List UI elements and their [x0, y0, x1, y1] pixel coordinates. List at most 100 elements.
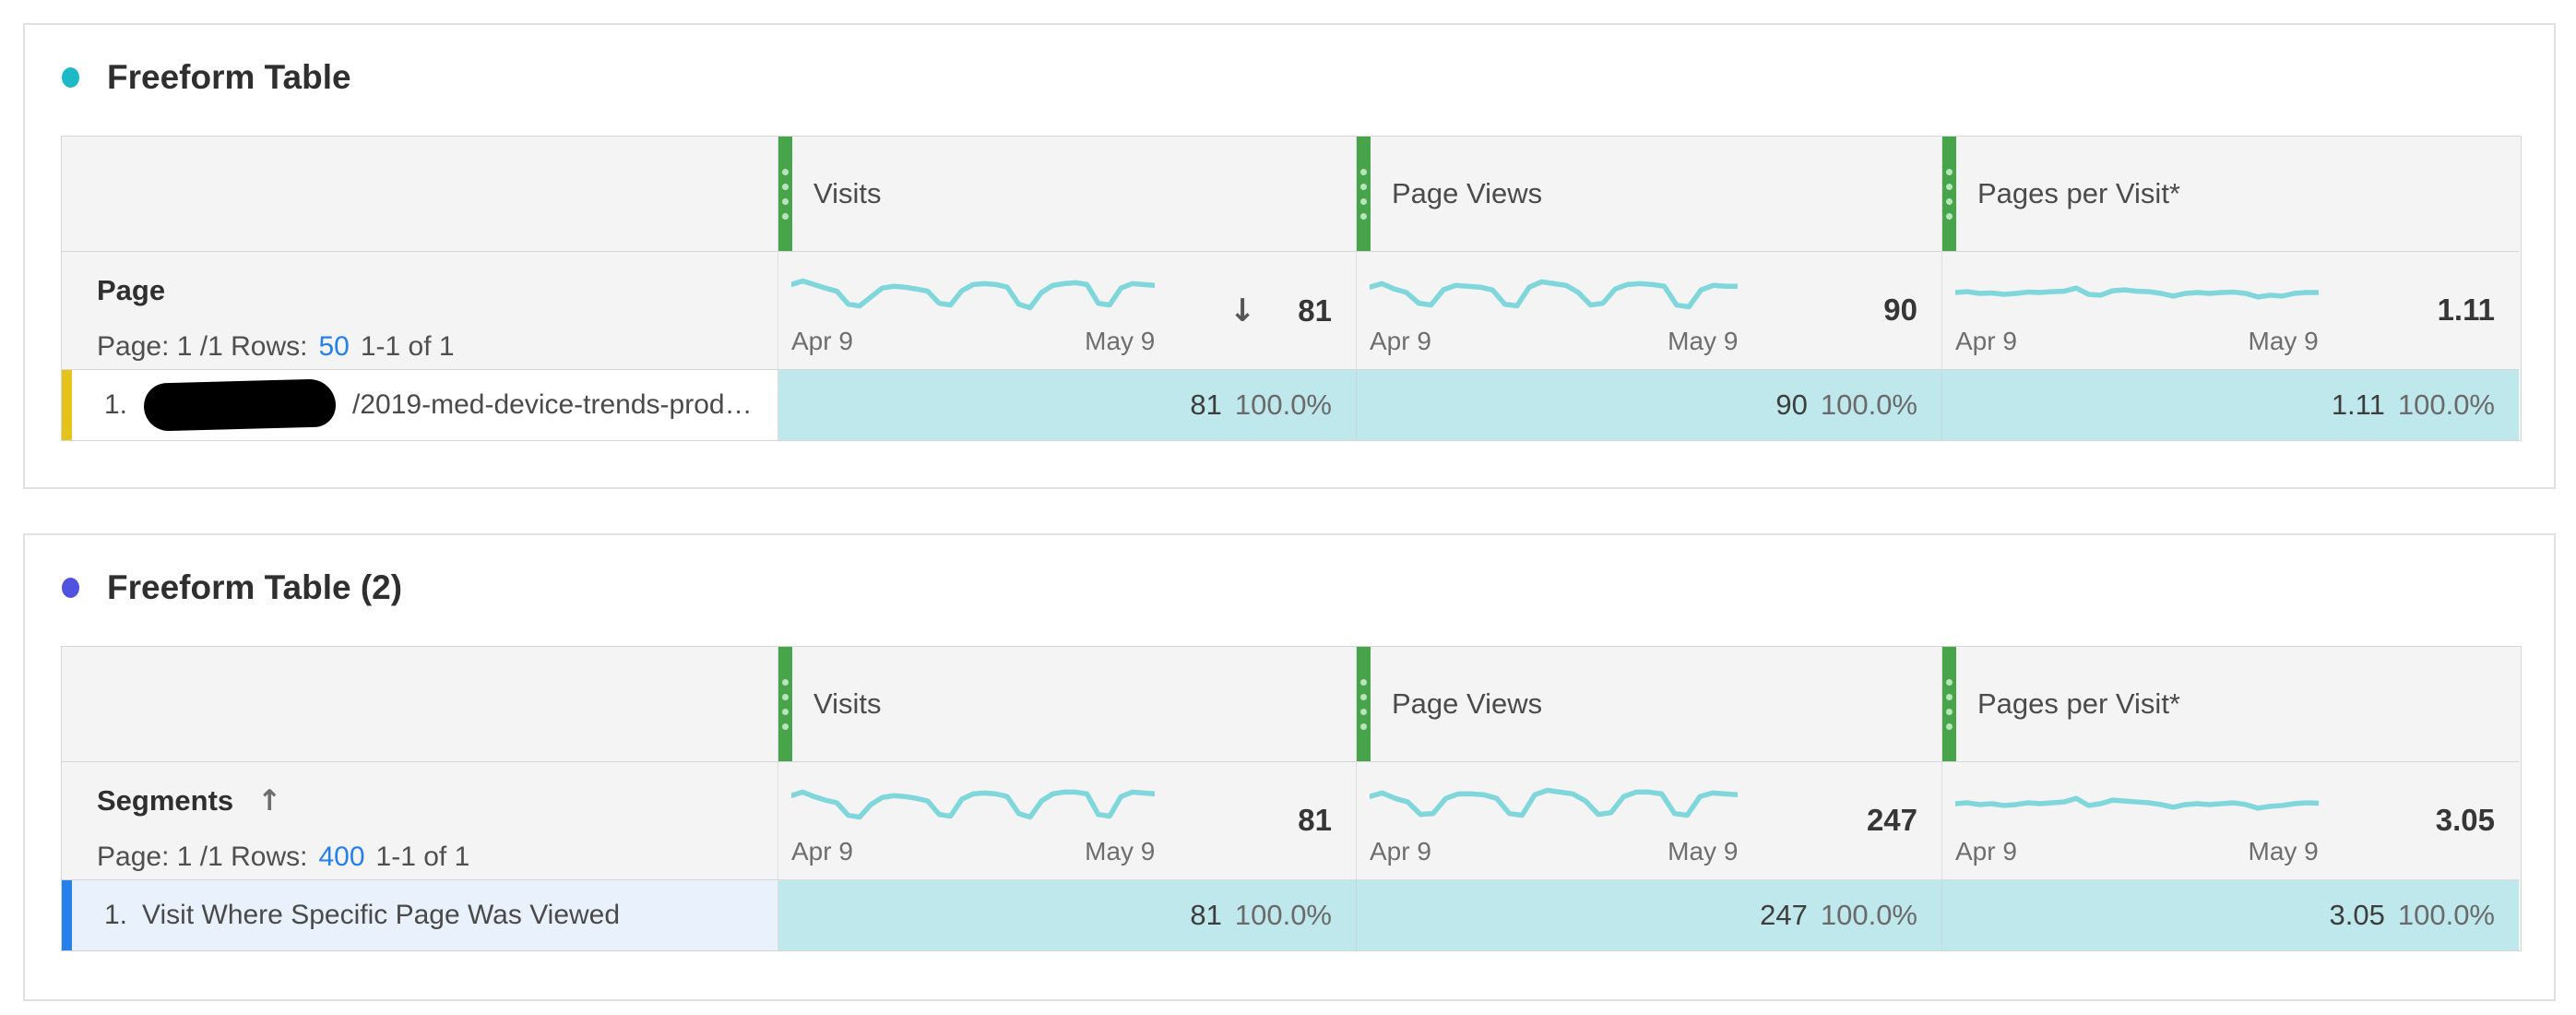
dimension-header-cell[interactable]: Page Page: 1 /1 Rows: 50 1-1 of 1 — [62, 252, 778, 370]
column-drag-handle-icon[interactable] — [1942, 137, 1956, 251]
metric-summary-pages-per-visit[interactable]: Apr 9 May 9 3.05 — [1942, 762, 2519, 880]
column-drag-handle-icon[interactable] — [778, 647, 792, 761]
metric-summary-pages-per-visit[interactable]: Apr 9 May 9 1.11 — [1942, 252, 2519, 370]
cell-value: 3.05 — [2329, 899, 2385, 931]
sort-descending-icon[interactable]: ↓ — [1229, 293, 1256, 329]
dimension-name[interactable]: Segments — [97, 784, 234, 817]
date-start: Apr 9 — [1370, 327, 1431, 355]
panel-title: Freeform Table — [107, 58, 351, 96]
freeform-table-2: Visits Page Views Pages per Visit* Segme… — [61, 646, 2522, 951]
pagination-text: Page: 1 /1 Rows: — [97, 331, 308, 362]
cell-visits-value[interactable]: 81 100.0% — [778, 370, 1357, 440]
date-start: Apr 9 — [1370, 837, 1431, 866]
cell-value: 81 — [1190, 388, 1222, 421]
metric-total: 247 — [1866, 803, 1917, 837]
pagination-range: 1-1 of 1 — [375, 842, 470, 872]
table-row-label-page[interactable]: 1. /2019-med-device-trends-prod… — [62, 370, 778, 440]
panel-color-dot-icon — [62, 67, 79, 88]
sparkline-date-range: Apr 9 May 9 — [1955, 327, 2319, 356]
column-header-page-views[interactable]: Page Views — [1357, 137, 1942, 252]
row-label[interactable]: Visit Where Specific Page Was Viewed — [142, 900, 621, 930]
date-start: Apr 9 — [1955, 837, 2017, 866]
visits-sparkline — [791, 267, 1155, 320]
dimension-sort-arrow-icon[interactable]: ↑ — [257, 784, 282, 818]
cell-percent: 100.0% — [1234, 388, 1332, 421]
metric-total: 90 — [1883, 293, 1917, 327]
freeform-table-1: Visits Page Views Pages per Visit* Page … — [61, 136, 2522, 441]
cell-percent: 100.0% — [2397, 388, 2495, 421]
cell-page-views-value[interactable]: 90 100.0% — [1357, 370, 1942, 440]
column-header-page-views[interactable]: Page Views — [1357, 647, 1942, 762]
rows-per-page-link[interactable]: 50 — [318, 331, 350, 362]
panel-color-dot-icon — [62, 578, 79, 598]
pagination-text: Page: 1 /1 Rows: — [97, 842, 308, 872]
metric-summary-visits[interactable]: Apr 9 May 9 81 — [778, 762, 1357, 880]
metric-total: 81 — [1298, 803, 1332, 837]
row-rank: 1. — [104, 389, 128, 420]
sparkline-date-range: Apr 9 May 9 — [1370, 327, 1738, 356]
pagination-controls: Page: 1 /1 Rows: 50 1-1 of 1 — [97, 331, 778, 363]
column-header-label: Pages per Visit* — [1977, 687, 2180, 720]
cell-visits-value[interactable]: 81 100.0% — [778, 880, 1357, 950]
row-label[interactable]: /2019-med-device-trends-prod… — [352, 389, 753, 420]
panel-title: Freeform Table (2) — [107, 568, 403, 606]
column-drag-handle-icon[interactable] — [1942, 647, 1956, 761]
cell-value: 1.11 — [2331, 388, 2385, 421]
header-corner-cell — [62, 647, 778, 762]
date-start: Apr 9 — [1955, 327, 2017, 355]
page-views-sparkline — [1370, 777, 1738, 830]
dimension-header-cell[interactable]: Segments ↑ Page: 1 /1 Rows: 400 1-1 of 1 — [62, 762, 778, 880]
cell-percent: 100.0% — [1234, 899, 1332, 931]
date-end: May 9 — [1668, 837, 1739, 866]
cell-percent: 100.0% — [1820, 899, 1917, 931]
date-end: May 9 — [2248, 327, 2319, 355]
visits-sparkline — [791, 777, 1155, 830]
page-views-sparkline — [1370, 267, 1738, 320]
date-start: Apr 9 — [791, 837, 853, 866]
cell-value: 81 — [1190, 899, 1222, 931]
column-header-label: Page Views — [1392, 687, 1543, 720]
pagination-range: 1-1 of 1 — [360, 331, 455, 362]
row-rank: 1. — [104, 900, 128, 930]
metric-summary-page-views[interactable]: Apr 9 May 9 90 — [1357, 252, 1942, 370]
panel-1-title-row: Freeform Table — [62, 58, 351, 97]
row-accent-bar — [62, 880, 72, 950]
sparkline-date-range: Apr 9 May 9 — [791, 837, 1155, 866]
date-start: Apr 9 — [791, 327, 853, 355]
column-header-label: Pages per Visit* — [1977, 177, 2180, 209]
dimension-name[interactable]: Page — [97, 274, 166, 306]
column-drag-handle-icon[interactable] — [1357, 137, 1371, 251]
freeform-table-panel-1: Freeform Table Visits Page Views Pages p… — [23, 23, 2556, 489]
metric-summary-visits[interactable]: Apr 9 May 9 ↓ 81 — [778, 252, 1357, 370]
table-row-label-segment[interactable]: 1. Visit Where Specific Page Was Viewed — [62, 880, 778, 950]
cell-pages-per-visit-value[interactable]: 1.11 100.0% — [1942, 370, 2519, 440]
column-drag-handle-icon[interactable] — [1357, 647, 1371, 761]
column-header-visits[interactable]: Visits — [778, 137, 1357, 252]
metric-summary-page-views[interactable]: Apr 9 May 9 247 — [1357, 762, 1942, 880]
sparkline-date-range: Apr 9 May 9 — [791, 327, 1155, 356]
row-accent-bar — [62, 370, 72, 440]
sparkline-date-range: Apr 9 May 9 — [1955, 837, 2319, 866]
date-end: May 9 — [2248, 837, 2319, 866]
sparkline-date-range: Apr 9 May 9 — [1370, 837, 1738, 866]
column-header-pages-per-visit[interactable]: Pages per Visit* — [1942, 647, 2519, 762]
cell-pages-per-visit-value[interactable]: 3.05 100.0% — [1942, 880, 2519, 950]
header-corner-cell — [62, 137, 778, 252]
column-header-pages-per-visit[interactable]: Pages per Visit* — [1942, 137, 2519, 252]
date-end: May 9 — [1085, 837, 1156, 866]
freeform-table-panel-2: Freeform Table (2) Visits Page Views Pag… — [23, 533, 2556, 1001]
cell-value: 247 — [1760, 899, 1808, 931]
date-end: May 9 — [1085, 327, 1156, 355]
column-header-visits[interactable]: Visits — [778, 647, 1357, 762]
date-end: May 9 — [1668, 327, 1739, 355]
cell-page-views-value[interactable]: 247 100.0% — [1357, 880, 1942, 950]
panel-2-title-row: Freeform Table (2) — [62, 568, 402, 607]
pages-per-visit-sparkline — [1955, 777, 2319, 830]
cell-percent: 100.0% — [1820, 388, 1917, 421]
pagination-controls: Page: 1 /1 Rows: 400 1-1 of 1 — [97, 842, 778, 873]
column-drag-handle-icon[interactable] — [778, 137, 792, 251]
rows-per-page-link[interactable]: 400 — [318, 842, 365, 872]
column-header-label: Visits — [813, 687, 882, 720]
column-header-label: Visits — [813, 177, 882, 209]
